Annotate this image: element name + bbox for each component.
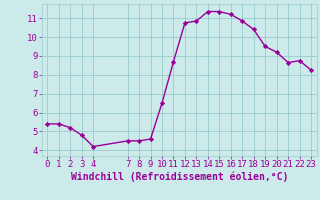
X-axis label: Windchill (Refroidissement éolien,°C): Windchill (Refroidissement éolien,°C) [70, 172, 288, 182]
